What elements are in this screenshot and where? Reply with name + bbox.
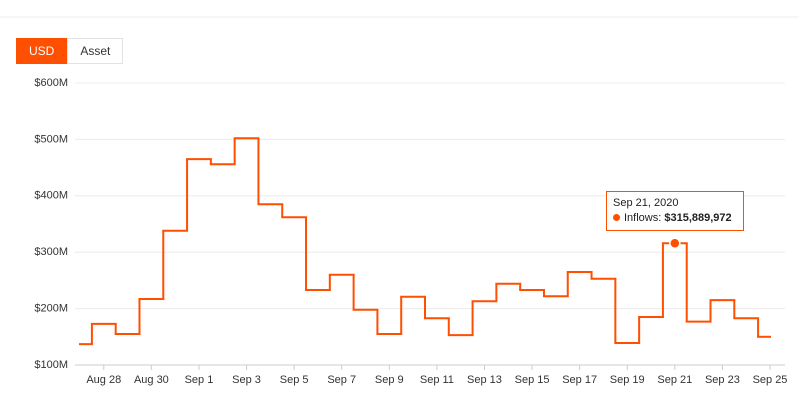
x-tick-label: Sep 21: [657, 374, 692, 386]
y-tick-label: $100M: [34, 359, 68, 371]
x-tick-label: Sep 3: [232, 374, 261, 386]
x-tick-label: Sep 19: [610, 374, 645, 386]
tooltip-series: Inflows:: [624, 212, 662, 224]
y-tick-label: $200M: [34, 303, 68, 315]
tooltip-dot: [613, 214, 620, 221]
x-tick-label: Aug 28: [86, 374, 121, 386]
x-tick-label: Sep 25: [753, 374, 788, 386]
x-tick-label: Sep 7: [327, 374, 356, 386]
x-tick-label: Sep 13: [467, 374, 502, 386]
tooltip-row: Inflows: $315,889,972: [613, 211, 737, 226]
x-tick-label: Aug 30: [134, 374, 169, 386]
y-tick-label: $300M: [34, 246, 68, 258]
x-tick-label: Sep 15: [515, 374, 550, 386]
tooltip-title: Sep 21, 2020: [613, 197, 679, 209]
y-tick-label: $500M: [34, 133, 68, 145]
y-tick-label: $400M: [34, 190, 68, 202]
x-tick-label: Sep 11: [420, 374, 454, 386]
y-tick-label: $600M: [34, 77, 68, 89]
x-tick-label: Sep 17: [562, 374, 597, 386]
x-tick-label: Sep 9: [375, 374, 404, 386]
toggle-asset[interactable]: Asset: [67, 38, 124, 64]
toggle-usd[interactable]: USD: [16, 38, 68, 64]
x-tick-label: Sep 1: [185, 374, 214, 386]
x-tick-label: Sep 5: [280, 374, 309, 386]
hover-marker: [669, 237, 681, 249]
tooltip-value: $315,889,972: [664, 212, 732, 224]
tooltip: Sep 21, 2020 Inflows: $315,889,972: [606, 191, 744, 231]
currency-toggle: USD Asset: [16, 38, 124, 64]
x-tick-label: Sep 23: [705, 374, 740, 386]
